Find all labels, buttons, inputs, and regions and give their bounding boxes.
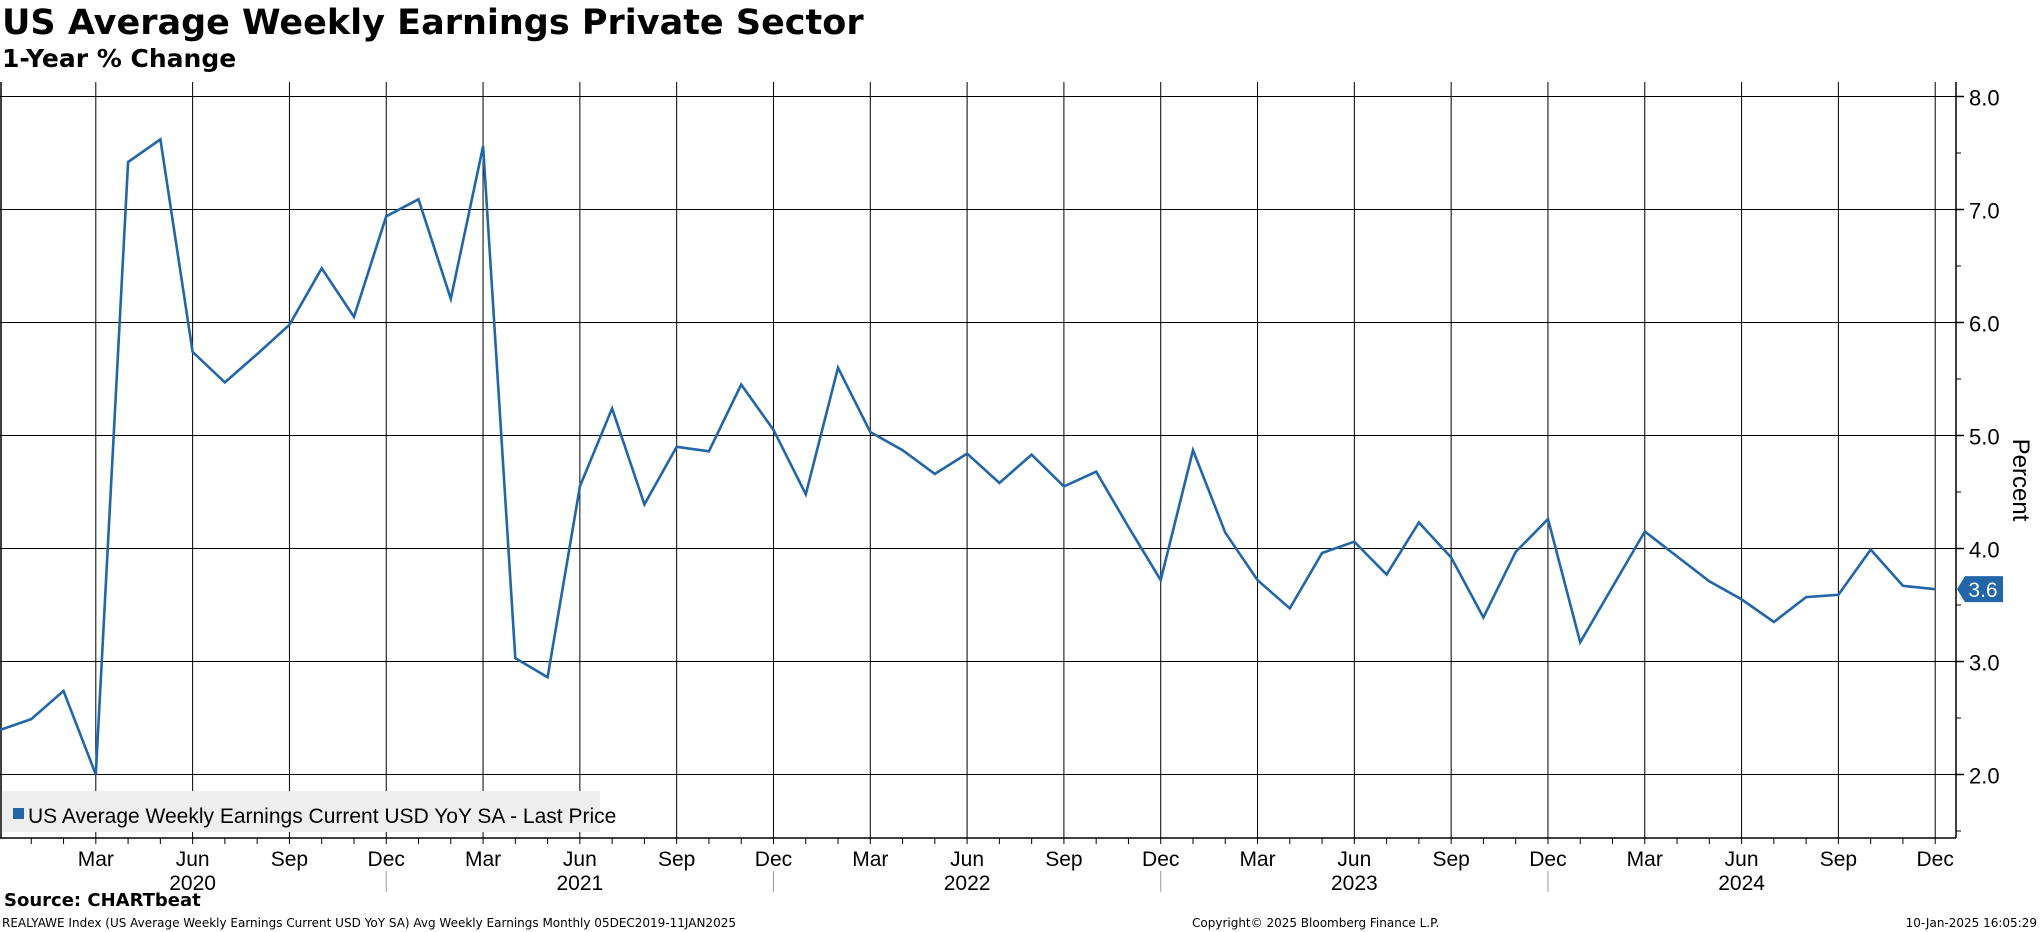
x-year-label: 2023 xyxy=(1331,872,1378,895)
last-value-badge xyxy=(1957,576,2003,603)
y-tick-label: 2.0 xyxy=(1969,764,2000,789)
x-tick-label: Dec xyxy=(1529,848,1566,871)
x-tick-label: Sep xyxy=(1432,848,1469,871)
x-tick-label: Mar xyxy=(1239,848,1275,871)
footer-timestamp: 10-Jan-2025 16:05:29 xyxy=(1905,916,2037,930)
y-tick-label: 6.0 xyxy=(1969,312,2000,337)
x-tick-label: Jun xyxy=(563,848,597,871)
y-axis-title: Percent xyxy=(2007,439,2034,522)
legend-label: US Average Weekly Earnings Current USD Y… xyxy=(28,805,616,828)
x-tick-label: Dec xyxy=(755,848,792,871)
series-line xyxy=(0,137,1936,775)
y-tick-label: 3.0 xyxy=(1969,651,2000,676)
x-year-label: 2021 xyxy=(557,872,604,895)
last-value-label: 3.6 xyxy=(1968,579,1997,602)
source-note: Source: CHARTbeat xyxy=(4,890,201,911)
legend-box xyxy=(2,791,600,832)
x-tick-label: Mar xyxy=(78,848,114,871)
x-tick-label: Sep xyxy=(271,848,308,871)
y-tick-label: 4.0 xyxy=(1969,538,2000,563)
y-tick-label: 7.0 xyxy=(1969,199,2000,224)
x-tick-label: Dec xyxy=(1142,848,1179,871)
x-year-label: 2020 xyxy=(169,872,216,895)
chart-subtitle: 1-Year % Change xyxy=(2,44,237,73)
x-tick-label: Sep xyxy=(658,848,695,871)
y-tick-label: 8.0 xyxy=(1969,86,2000,111)
x-tick-label: Dec xyxy=(368,848,405,871)
footer-copyright: Copyright© 2025 Bloomberg Finance L.P. xyxy=(1192,916,1440,930)
x-tick-label: Mar xyxy=(465,848,501,871)
x-tick-label: Sep xyxy=(1045,848,1082,871)
chart-title: US Average Weekly Earnings Private Secto… xyxy=(2,3,864,43)
x-tick-label: Jun xyxy=(1337,848,1371,871)
x-year-label: 2022 xyxy=(944,872,991,895)
y-tick-label: 5.0 xyxy=(1969,425,2000,450)
x-tick-label: Mar xyxy=(852,848,888,871)
x-tick-label: Jun xyxy=(1725,848,1759,871)
x-tick-label: Mar xyxy=(1627,848,1663,871)
x-tick-label: Dec xyxy=(1917,848,1954,871)
x-year-label: 2024 xyxy=(1718,872,1765,895)
x-tick-label: Jun xyxy=(950,848,984,871)
x-tick-label: Jun xyxy=(176,848,210,871)
x-tick-label: Sep xyxy=(1820,848,1857,871)
legend-swatch xyxy=(13,808,24,819)
footer-description: REALYAWE Index (US Average Weekly Earnin… xyxy=(2,916,736,930)
